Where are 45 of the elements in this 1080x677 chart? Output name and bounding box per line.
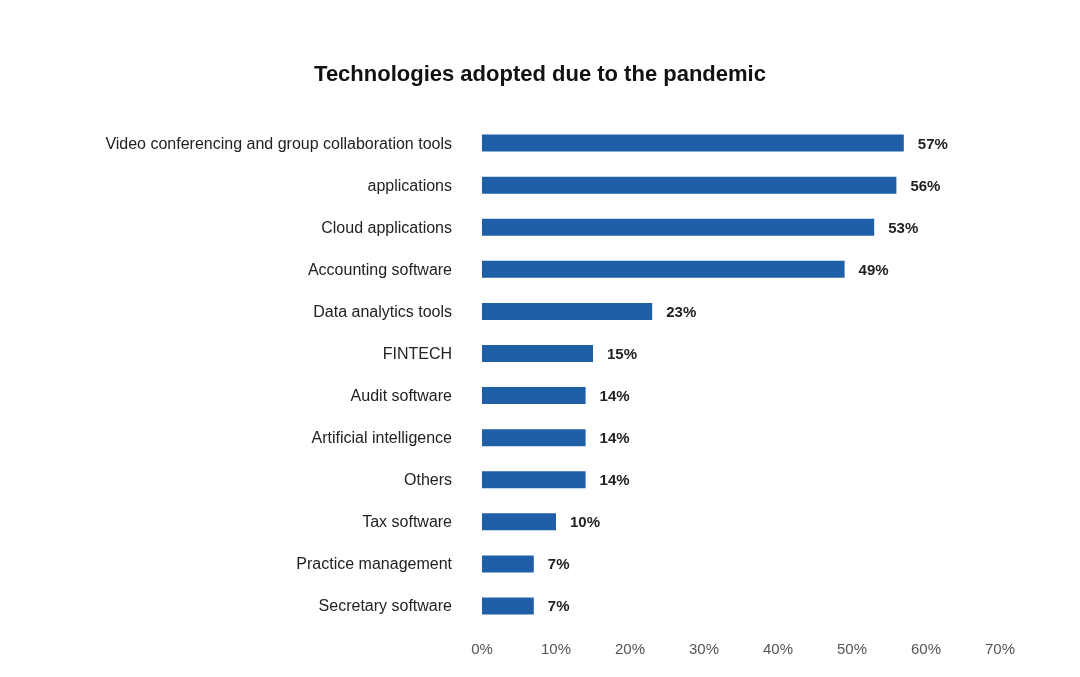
bar xyxy=(482,387,586,405)
x-tick-label: 20% xyxy=(614,640,646,657)
bar xyxy=(482,344,593,362)
x-tick-label: 30% xyxy=(688,640,720,657)
y-tick-label: Practice management xyxy=(296,555,453,573)
data-label: 10% xyxy=(570,513,601,531)
bar xyxy=(482,176,897,194)
y-tick-label: Data analytics tools xyxy=(313,302,452,320)
y-tick-label: Others xyxy=(403,471,452,489)
data-label: 57% xyxy=(917,134,948,152)
data-label: 56% xyxy=(910,176,941,194)
x-tick-label: 40% xyxy=(762,640,794,657)
x-tick-label: 0% xyxy=(471,640,493,657)
y-tick-label: Secretary software xyxy=(318,597,453,615)
data-label: 7% xyxy=(547,555,570,573)
bar xyxy=(482,471,586,489)
data-label: 14% xyxy=(599,429,630,447)
data-label: 49% xyxy=(858,260,889,278)
y-tick-label: FINTECH xyxy=(382,344,452,362)
x-tick-label: 60% xyxy=(910,640,942,657)
x-tick-label: 70% xyxy=(984,640,1016,657)
bar xyxy=(482,429,586,447)
data-label: 15% xyxy=(607,344,638,362)
y-tick-label: Artificial intelligence xyxy=(311,429,453,447)
data-label: 14% xyxy=(599,471,630,489)
bar xyxy=(482,134,904,152)
y-tick-label: Video conferencing and group collaboration tools xyxy=(105,134,452,152)
bar xyxy=(482,597,534,615)
y-tick-label: Tax software xyxy=(362,513,453,531)
data-label: 23% xyxy=(666,302,697,320)
bar xyxy=(482,302,653,320)
y-tick-label: Audit software xyxy=(350,387,453,405)
data-label: 14% xyxy=(599,387,630,405)
bar xyxy=(482,513,556,531)
chart-title: Technologies adopted due to the pandemic xyxy=(314,60,766,86)
y-tick-label: Cloud applications xyxy=(321,218,452,236)
data-label: 7% xyxy=(547,597,570,615)
bar xyxy=(482,218,875,236)
y-tick-label: Accounting software xyxy=(307,260,453,278)
bar xyxy=(482,260,845,278)
x-tick-label: 50% xyxy=(836,640,868,657)
data-label: 53% xyxy=(888,218,919,236)
x-tick-label: 10% xyxy=(540,640,572,657)
y-tick-label: applications xyxy=(367,176,452,194)
bar xyxy=(482,555,534,573)
